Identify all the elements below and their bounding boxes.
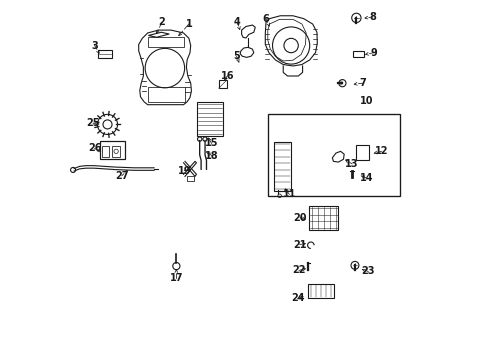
Bar — [100, 140, 125, 159]
Text: 7: 7 — [359, 78, 366, 88]
Bar — [98, 50, 112, 58]
Bar — [273, 142, 290, 191]
Text: 24: 24 — [290, 293, 304, 303]
Bar — [355, 145, 368, 160]
Text: 17: 17 — [169, 273, 183, 283]
Bar — [267, 114, 400, 196]
Text: 25: 25 — [86, 118, 100, 128]
Text: 11: 11 — [282, 189, 295, 199]
Text: 5: 5 — [233, 51, 240, 61]
Text: 10: 10 — [359, 96, 372, 106]
Text: 8: 8 — [369, 12, 376, 22]
Text: 26: 26 — [88, 143, 101, 153]
Text: 23: 23 — [361, 266, 374, 276]
Text: 27: 27 — [115, 171, 128, 181]
Bar — [187, 176, 193, 181]
Bar — [308, 206, 338, 230]
Text: 16: 16 — [220, 71, 234, 81]
Bar — [218, 80, 226, 88]
Text: 14: 14 — [359, 173, 372, 183]
Text: 15: 15 — [204, 139, 218, 148]
Bar — [148, 37, 184, 47]
Text: 22: 22 — [292, 265, 305, 275]
Bar — [102, 145, 109, 157]
Text: 20: 20 — [293, 213, 306, 222]
Text: 2: 2 — [158, 17, 165, 27]
Text: 12: 12 — [374, 146, 387, 156]
Text: 6: 6 — [262, 14, 269, 24]
Text: 3: 3 — [91, 41, 98, 50]
Bar — [112, 145, 120, 157]
Text: 9: 9 — [369, 48, 376, 58]
Bar — [197, 102, 223, 136]
Text: 4: 4 — [233, 17, 240, 27]
Text: 13: 13 — [345, 159, 358, 169]
Text: 21: 21 — [292, 239, 306, 249]
Text: 1: 1 — [185, 19, 192, 29]
Text: 18: 18 — [205, 150, 219, 161]
Bar — [308, 284, 333, 298]
Bar — [352, 50, 363, 57]
Text: 19: 19 — [177, 166, 191, 176]
Bar — [147, 87, 185, 102]
